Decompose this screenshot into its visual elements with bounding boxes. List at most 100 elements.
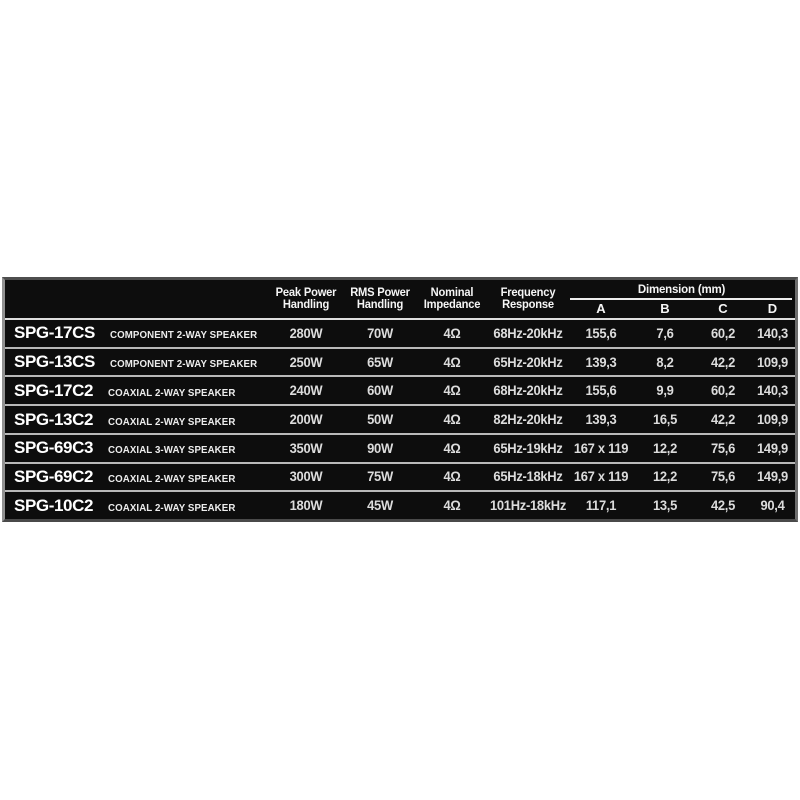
dimension-c-value: 60,2 (710, 383, 736, 399)
impedance-value: 4Ω (443, 412, 461, 428)
model-description: COMPONENT 2-WAY SPEAKER (109, 330, 258, 342)
dimension-d-value: 149,9 (756, 469, 788, 485)
peak-power-value: 280W (289, 325, 323, 341)
dimension-a-value: 167 x 119 (573, 469, 629, 485)
header-label: Handling (282, 299, 330, 311)
rms-power-value: 65W (367, 354, 393, 370)
peak-power-value: 200W (289, 412, 323, 428)
rms-power-value: 90W (367, 440, 393, 456)
model-name: SPG-13CS (14, 352, 95, 372)
model-cell: SPG-17C2 COAXIAL 2-WAY SPEAKER (5, 381, 268, 401)
dimension-b-value: 7,6 (656, 325, 674, 341)
model-name: SPG-69C3 (14, 438, 94, 458)
impedance-value: 4Ω (443, 498, 461, 514)
peak-power-value: 180W (289, 498, 323, 514)
dimension-b-value: 8,2 (656, 354, 674, 370)
dimension-a-value: 155,6 (585, 325, 617, 341)
dimension-c-value: 42,2 (710, 354, 736, 370)
model-name: SPG-17C2 (14, 380, 94, 400)
model-name: SPG-69C2 (14, 466, 94, 486)
header-dim-d: D (767, 301, 778, 316)
frequency-response-value: 68Hz-20kHz (493, 383, 563, 399)
table-row: SPG-17CS COMPONENT 2-WAY SPEAKER 280W 70… (5, 320, 795, 347)
peak-power-value: 350W (289, 440, 323, 456)
dimension-group-title: Dimension (mm) (637, 284, 726, 296)
impedance-value: 4Ω (443, 440, 461, 456)
header-label: Nominal (430, 286, 474, 299)
model-cell: SPG-10C2 COAXIAL 2-WAY SPEAKER (5, 496, 268, 516)
header-peak-power: Peak Power Handling (269, 280, 343, 318)
model-cell: SPG-17CS COMPONENT 2-WAY SPEAKER (5, 323, 268, 343)
dimension-a-value: 167 x 119 (573, 440, 629, 456)
header-dim-c: C (718, 301, 728, 316)
header-rms-power: RMS Power Handling (345, 280, 415, 318)
dimension-c-value: 75,6 (710, 440, 736, 456)
table-header: Peak Power Handling RMS Power Handling N… (5, 280, 795, 320)
header-dim-a: A (596, 301, 606, 316)
table-row: SPG-69C2 COAXIAL 2-WAY SPEAKER 300W 75W … (5, 461, 795, 491)
frequency-response-value: 101Hz-18kHz (489, 498, 567, 514)
model-description: COAXIAL 2-WAY SPEAKER (108, 473, 236, 485)
rms-power-value: 50W (367, 412, 393, 428)
model-cell: SPG-13C2 COAXIAL 2-WAY SPEAKER (5, 410, 268, 430)
dimension-c-value: 75,6 (710, 469, 736, 485)
dimension-b-value: 16,5 (652, 412, 678, 428)
impedance-value: 4Ω (443, 383, 461, 399)
dimension-a-value: 139,3 (585, 412, 617, 428)
header-label: Frequency (500, 286, 556, 299)
dimension-b-value: 9,9 (656, 383, 674, 399)
model-description: COAXIAL 2-WAY SPEAKER (108, 416, 236, 428)
dimension-a-value: 117,1 (585, 498, 617, 514)
model-cell: SPG-69C3 COAXIAL 3-WAY SPEAKER (5, 438, 268, 458)
dimension-d-value: 149,9 (756, 440, 788, 456)
header-label: RMS Power (350, 286, 410, 299)
dimension-d-value: 90,4 (760, 498, 785, 514)
header-label: Response (502, 299, 554, 311)
header-dimension-group: Dimension (mm) A B C D (568, 280, 795, 318)
impedance-value: 4Ω (443, 325, 461, 341)
impedance-value: 4Ω (443, 469, 461, 485)
model-cell: SPG-13CS COMPONENT 2-WAY SPEAKER (5, 352, 268, 372)
table-row: SPG-13C2 COAXIAL 2-WAY SPEAKER 200W 50W … (5, 404, 795, 433)
dimension-d-value: 140,3 (756, 383, 788, 399)
dimension-b-value: 12,2 (652, 440, 678, 456)
model-description: COMPONENT 2-WAY SPEAKER (109, 359, 258, 371)
table-row: SPG-10C2 COAXIAL 2-WAY SPEAKER 180W 45W … (5, 490, 795, 519)
frequency-response-value: 65Hz-18kHz (493, 469, 563, 485)
model-name: SPG-13C2 (14, 409, 94, 429)
header-label: Handling (356, 299, 404, 311)
rms-power-value: 75W (367, 469, 393, 485)
frequency-response-value: 68Hz-20kHz (493, 325, 563, 341)
dimension-d-value: 109,9 (756, 354, 788, 370)
header-nominal-impedance: Nominal Impedance (417, 280, 487, 318)
frequency-response-value: 65Hz-20kHz (493, 354, 563, 370)
dimension-a-value: 155,6 (585, 383, 617, 399)
header-label: Impedance (423, 299, 481, 311)
header-label: Peak Power (275, 286, 337, 299)
dimension-c-value: 42,2 (710, 412, 736, 428)
peak-power-value: 240W (289, 383, 323, 399)
dimension-c-value: 60,2 (710, 325, 736, 341)
model-name: SPG-17CS (14, 323, 95, 343)
frequency-response-value: 82Hz-20kHz (493, 412, 563, 428)
header-frequency-response: Frequency Response (489, 280, 567, 318)
model-cell: SPG-69C2 COAXIAL 2-WAY SPEAKER (5, 467, 268, 487)
rms-power-value: 45W (367, 498, 393, 514)
table-row: SPG-13CS COMPONENT 2-WAY SPEAKER 250W 65… (5, 346, 795, 376)
table-body: SPG-17CS COMPONENT 2-WAY SPEAKER 280W 70… (5, 320, 795, 519)
dimension-c-value: 42,5 (710, 498, 736, 514)
speaker-spec-table: Peak Power Handling RMS Power Handling N… (2, 277, 798, 522)
rms-power-value: 70W (367, 325, 393, 341)
header-dim-b: B (660, 301, 670, 316)
peak-power-value: 300W (289, 469, 323, 485)
dimension-sub-headers: A B C D (568, 301, 795, 316)
header-model-spacer (9, 280, 264, 318)
table-row: SPG-69C3 COAXIAL 3-WAY SPEAKER 350W 90W … (5, 432, 795, 462)
dimension-b-value: 12,2 (652, 469, 678, 485)
dimension-b-value: 13,5 (652, 498, 678, 514)
table-row: SPG-17C2 COAXIAL 2-WAY SPEAKER 240W 60W … (5, 375, 795, 404)
peak-power-value: 250W (289, 354, 323, 370)
rms-power-value: 60W (367, 383, 393, 399)
frequency-response-value: 65Hz-19kHz (493, 440, 563, 456)
